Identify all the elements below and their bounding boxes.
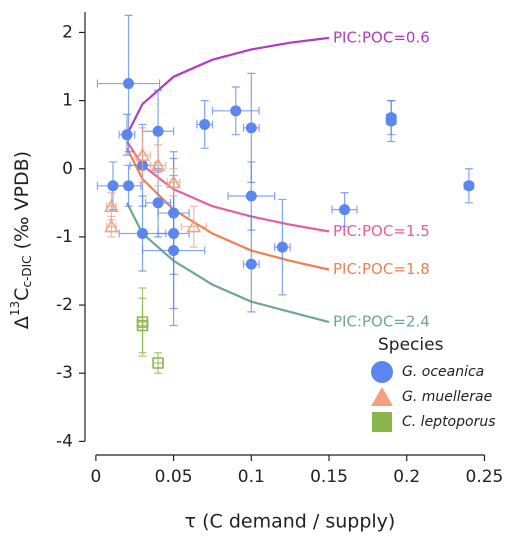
legend-entry: G. oceanica [371,361,484,383]
x-tick-label: 0.2 [393,467,420,487]
x-tick-label: 0.1 [238,467,265,487]
legend-title: Species [378,335,444,355]
legend-label: G. muellerae [402,389,492,405]
model-curve [125,147,330,271]
x-error-bar [166,178,181,187]
y-tick-label: -1 [56,227,73,247]
curve-label: PIC:POC=1.8 [333,260,430,278]
y-label-part: (‰ VPDB) [11,151,33,256]
data-point [135,147,150,161]
legend-label: C. leptoporus [402,414,496,430]
y-label-part: c-DIC [20,255,34,287]
model-curve [126,140,330,233]
x-tick-label: 0.15 [310,467,348,487]
curve-label: PIC:POC=2.4 [333,313,430,331]
data-point [385,112,397,124]
x-tick-label: 0.05 [155,467,193,487]
y-label-part: C [11,288,33,301]
y-tick-label: -3 [56,363,73,383]
y-axis-label: Δ13Cc-DIC (‰ VPDB) [8,151,34,329]
data-point [152,357,164,369]
data-point [230,105,242,117]
data-point [104,198,119,212]
legend-entry: C. leptoporus [372,412,496,432]
y-tick-label: 1 [62,91,73,111]
data-point [339,204,351,216]
legend-entry: G. muellerae [371,387,492,406]
legend-marker [371,361,393,383]
data-point [245,258,257,270]
y-tick-label: 0 [62,159,73,179]
x-error-bar [180,222,207,231]
data-point [123,180,135,192]
data-point [245,190,257,202]
y-tick-label: -4 [56,431,73,451]
x-error-bar [134,151,151,160]
data-point [150,157,166,172]
legend-label: G. oceanica [402,364,484,380]
data-point [186,219,202,233]
x-tick-label: 0.25 [466,467,504,487]
x-tick-label: 0 [90,467,101,487]
x-error-bar [149,161,167,170]
data-point [245,122,257,134]
data-point [121,129,133,141]
y-label-part: 13 [8,301,22,316]
data-point [137,228,149,239]
data-point [166,174,181,189]
data-point [463,180,475,192]
y-label-part: Δ [11,316,33,329]
curve-label: PIC:POC=0.6 [333,28,430,46]
data-point [104,219,119,233]
x-axis-label: τ (C demand / supply) [185,511,396,533]
data-point [168,245,180,257]
data-point [152,125,164,137]
curve-label: PIC:POC=1.5 [333,222,430,240]
data-point [123,78,135,90]
data-point [136,319,149,332]
legend-marker [371,387,393,406]
data-point [276,241,288,253]
model-curve [125,36,330,136]
y-tick-label: 2 [62,22,73,42]
y-tick-label: -2 [56,295,73,315]
legend-marker [372,412,392,432]
data-point [152,197,164,209]
data-point [199,118,211,130]
